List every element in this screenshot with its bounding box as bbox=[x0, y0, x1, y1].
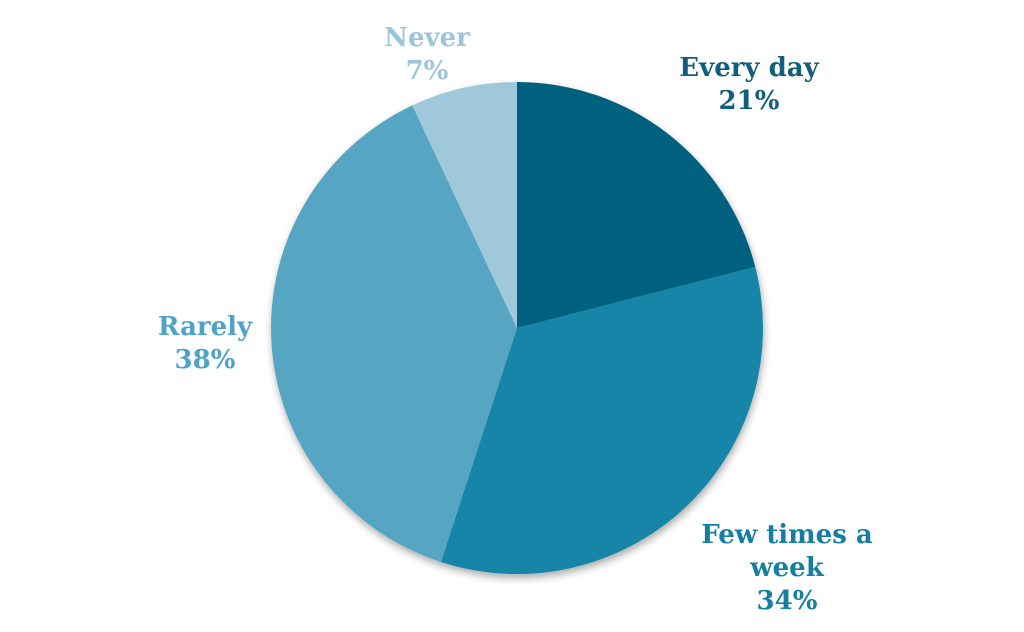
pie-label-percent: 21% bbox=[718, 86, 780, 116]
pie-label-category: Every day bbox=[679, 53, 819, 83]
pie-label-category: Few times a week bbox=[701, 520, 873, 583]
pie-label-percent: 34% bbox=[756, 586, 818, 616]
pie-label-category: Never bbox=[384, 23, 470, 53]
pie-label-category: Rarely bbox=[157, 312, 253, 342]
pie-slice-never bbox=[412, 82, 517, 328]
pie-slice-rarely bbox=[270, 105, 517, 562]
pie-label-percent: 38% bbox=[174, 345, 236, 375]
pie-slice-few-times-a-week bbox=[440, 266, 763, 575]
pie-label-every-day: Every day 21% bbox=[679, 52, 818, 118]
pie-label-never: Never 7% bbox=[384, 22, 470, 88]
pie-slices bbox=[270, 82, 763, 575]
pie-label-few-times-a-week: Few times a week 34% bbox=[687, 519, 887, 618]
pie-label-percent: 7% bbox=[405, 56, 449, 86]
pie-slice-every-day bbox=[517, 82, 756, 328]
pie-label-rarely: Rarely 38% bbox=[158, 311, 252, 377]
